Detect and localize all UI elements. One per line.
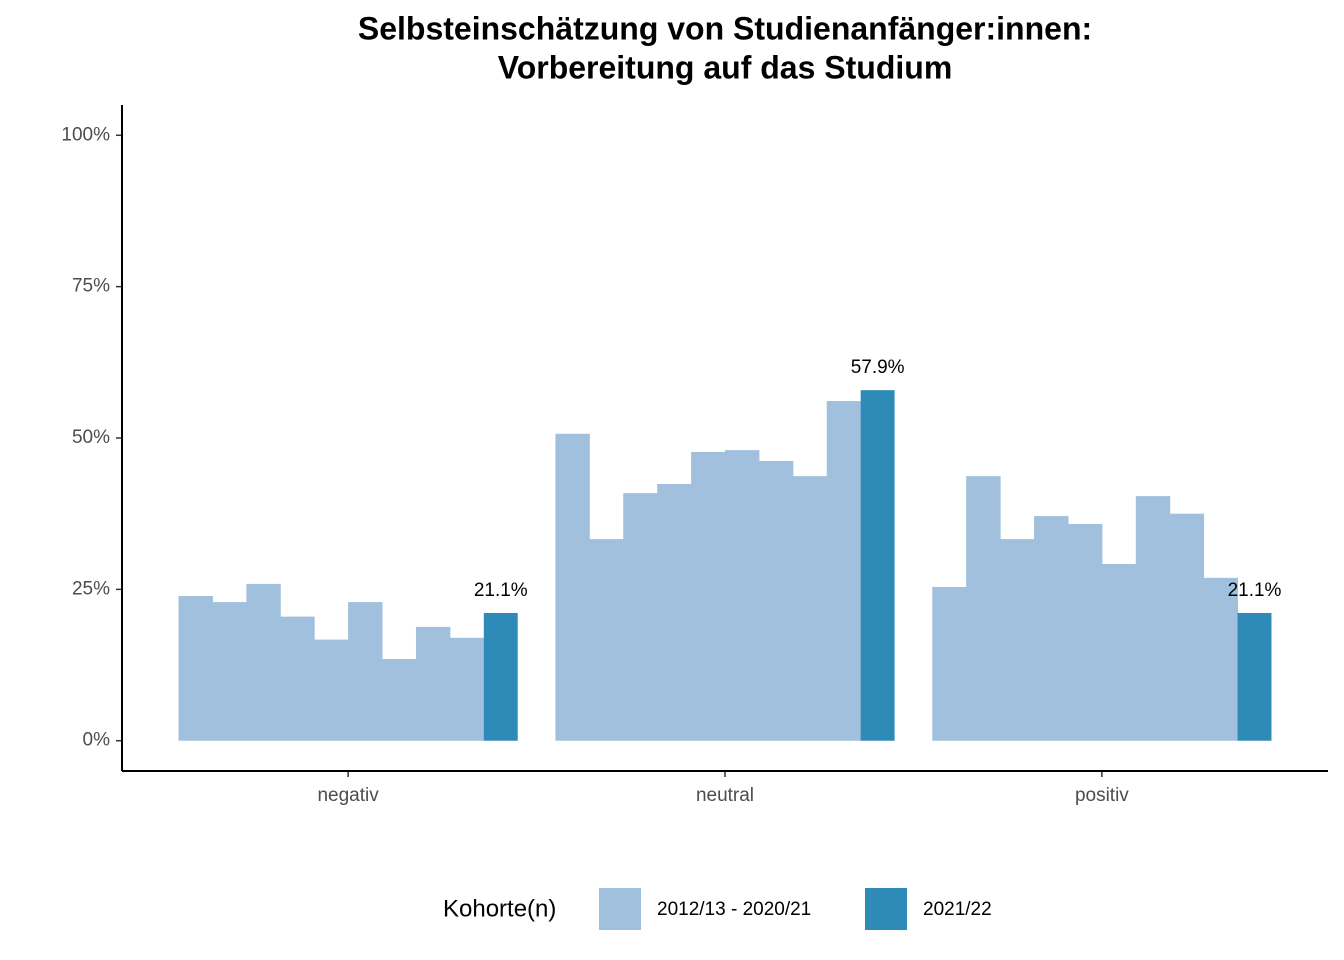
bar: [792, 476, 828, 741]
bar: [280, 616, 315, 741]
bar: [589, 539, 624, 741]
x-tick-label: negativ: [317, 785, 379, 806]
bar: [314, 639, 349, 741]
y-tick-label: 0%: [83, 730, 111, 751]
bar: [691, 451, 726, 741]
bar: [178, 596, 213, 741]
bar: [1034, 516, 1069, 741]
y-tick-label: 50%: [72, 427, 110, 448]
legend-title: Kohorte(n): [443, 895, 556, 922]
y-tick-label: 100%: [61, 124, 110, 145]
bar: [246, 583, 281, 741]
bar: [932, 586, 967, 741]
bar: [449, 637, 485, 741]
bar: [212, 602, 247, 741]
bar: [1169, 513, 1205, 741]
bar: [555, 433, 590, 741]
x-tick-label: neutral: [696, 785, 754, 806]
legend-key: [865, 888, 907, 930]
bar: [623, 493, 658, 741]
bar: [1203, 577, 1239, 741]
bar: [382, 658, 417, 741]
bar: [758, 461, 794, 741]
data-label: 21.1%: [1228, 580, 1282, 601]
data-label: 57.9%: [851, 357, 905, 378]
bar: [657, 484, 692, 741]
bar: [966, 476, 1001, 741]
y-tick-label: 25%: [72, 578, 110, 599]
chart-title: Vorbereitung auf das Studium: [498, 49, 953, 85]
bar: [1135, 496, 1171, 741]
legend-key: [599, 888, 641, 930]
bar: [348, 602, 383, 741]
bar: [725, 450, 760, 741]
legend-label: 2012/13 - 2020/21: [657, 899, 811, 920]
bar: [1237, 612, 1272, 741]
y-tick-label: 75%: [72, 276, 110, 297]
chart-title: Selbsteinschätzung von Studienanfänger:i…: [358, 10, 1092, 46]
bar: [1067, 523, 1103, 741]
data-label: 21.1%: [474, 580, 528, 601]
x-tick-label: positiv: [1075, 785, 1129, 806]
bar: [826, 401, 862, 741]
legend-label: 2021/22: [923, 899, 992, 920]
bar: [1101, 563, 1137, 741]
bar: [483, 612, 518, 741]
bar: [415, 626, 451, 741]
bar: [860, 390, 895, 741]
bar: [1000, 539, 1035, 741]
